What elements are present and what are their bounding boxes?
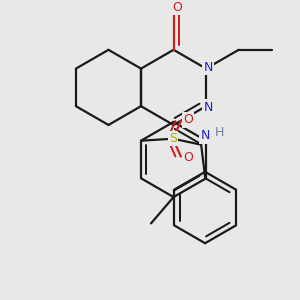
Text: O: O [172,1,182,14]
Text: N: N [203,101,213,114]
Text: N: N [203,61,213,74]
Text: S: S [169,132,177,145]
Text: H: H [215,126,225,139]
Text: O: O [183,151,193,164]
Text: N: N [200,129,210,142]
Text: O: O [183,113,193,126]
